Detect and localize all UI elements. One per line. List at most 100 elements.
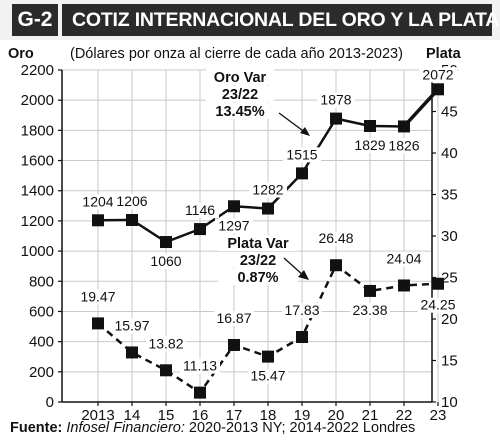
right-tick-label-0: 10 xyxy=(441,394,458,411)
silver-annotation-arrowhead xyxy=(298,270,309,280)
silver-label-bg-5 xyxy=(248,368,288,384)
gold-line xyxy=(97,117,405,244)
silver-annotation-bg-1 xyxy=(218,252,298,268)
silver-label-bg-3 xyxy=(180,358,220,374)
gold-marker-7 xyxy=(330,112,342,125)
right-tick-label-7: 45 xyxy=(441,104,458,121)
gold-annotation-arrowhead xyxy=(300,127,310,136)
gold-data-label-5: 1282 xyxy=(252,182,283,198)
left-tick-label-8: 1600 xyxy=(21,153,54,170)
x-tick-label-2: 15 xyxy=(158,407,175,424)
right-tick-label-1: 15 xyxy=(441,353,458,370)
gold-data-label-1: 1206 xyxy=(116,193,147,209)
right-tick-label-5: 35 xyxy=(441,187,458,204)
silver-marker-6 xyxy=(296,331,308,344)
gold-marker-1 xyxy=(126,214,138,227)
x-tick-label-7: 20 xyxy=(328,407,345,424)
axis-subtitle-row: Oro (Dólares por onza al cierre de cada … xyxy=(0,44,500,64)
left-tick-label-2: 400 xyxy=(29,334,54,351)
silver-annotation-line-1: 23/22 xyxy=(240,253,276,269)
gold-marker-0 xyxy=(92,214,104,227)
gold-marker-2 xyxy=(160,236,172,249)
gold-marker-9 xyxy=(398,120,410,133)
x-tick-label-1: 14 xyxy=(124,407,141,424)
gold-label-bg-7 xyxy=(317,92,355,108)
silver-marker-3 xyxy=(194,386,206,399)
gold-label-bg-1 xyxy=(113,194,151,210)
x-tick-label-4: 17 xyxy=(226,407,243,424)
silver-marker-10 xyxy=(432,277,444,290)
x-tick-label-8: 21 xyxy=(362,407,379,424)
gold-label-bg-8 xyxy=(351,137,389,153)
left-tick-label-5: 1000 xyxy=(21,243,54,260)
x-tick-label-5: 18 xyxy=(260,407,277,424)
gold-marker-8 xyxy=(364,119,376,132)
left-tick-label-6: 1200 xyxy=(21,213,54,230)
right-tick-label-4: 30 xyxy=(441,228,458,245)
source-text: 2020-2013 NY; 2014-2022 Londres xyxy=(184,420,416,436)
gold-data-label-3: 1146 xyxy=(185,202,215,218)
left-tick-label-11: 2200 xyxy=(21,62,54,79)
silver-label-bg-10 xyxy=(418,297,458,313)
silver-data-label-6: 17.83 xyxy=(284,302,319,318)
gold-data-label-6: 1515 xyxy=(286,146,317,162)
silver-annotation-line-2: 0.87% xyxy=(237,270,278,286)
silver-annotation-bg-2 xyxy=(218,269,298,285)
left-tick-label-10: 2000 xyxy=(21,92,54,109)
silver-label-bg-8 xyxy=(350,302,390,318)
silver-marker-1 xyxy=(126,346,138,359)
gold-data-label-0: 1204 xyxy=(82,193,113,209)
gold-data-label-4: 1297 xyxy=(218,217,249,233)
silver-marker-8 xyxy=(364,284,376,297)
silver-annotation-line-0: Plata Var xyxy=(227,236,289,252)
silver-data-label-5: 15.47 xyxy=(250,368,285,384)
gold-data-label-8: 1829 xyxy=(354,137,385,153)
gold-annotation-line-1: 23/22 xyxy=(222,87,258,103)
x-tick-label-9: 22 xyxy=(396,407,413,424)
silver-label-bg-9 xyxy=(384,251,424,267)
silver-marker-2 xyxy=(160,364,172,377)
right-axis-title: Plata xyxy=(426,46,461,62)
gold-annotation-bg-1 xyxy=(206,86,274,102)
gold-label-bg-5 xyxy=(249,182,287,198)
gold-line-last-segment xyxy=(402,88,440,128)
source-label: Fuente: xyxy=(10,420,63,436)
left-tick-label-9: 1800 xyxy=(21,122,54,139)
gold-marker-10 xyxy=(432,83,444,96)
gold-label-bg-3 xyxy=(181,203,219,219)
silver-annotation-pointer xyxy=(283,257,305,277)
silver-label-bg-2 xyxy=(146,336,186,352)
gold-annotation-bg-0 xyxy=(206,69,274,85)
silver-marker-5 xyxy=(262,350,274,363)
left-tick-label-3: 600 xyxy=(29,303,54,320)
silver-data-label-9: 24.04 xyxy=(386,250,421,266)
gold-label-bg-10 xyxy=(419,67,457,83)
x-tick-label-3: 16 xyxy=(192,407,209,424)
header-bar: G-2 COTIZ INTERNACIONAL DEL ORO Y LA PLA… xyxy=(0,0,500,40)
silver-marker-0 xyxy=(92,317,104,330)
x-tick-label-6: 19 xyxy=(294,407,311,424)
gold-data-label-10: 2072 xyxy=(422,66,453,82)
left-tick-label-0: 0 xyxy=(46,394,54,411)
source-publication: Infosel Financiero: xyxy=(66,420,185,436)
silver-label-bg-1 xyxy=(112,318,152,334)
silver-data-label-3: 11.13 xyxy=(183,358,217,374)
gold-annotation-bg-2 xyxy=(206,103,274,119)
gold-label-bg-4 xyxy=(215,218,253,234)
figure-id-badge: G-2 xyxy=(12,4,58,36)
gold-marker-6 xyxy=(296,167,308,180)
silver-data-label-10: 24.25 xyxy=(420,297,455,313)
gold-annotation-line-2: 13.45% xyxy=(215,104,264,120)
left-tick-label-7: 1400 xyxy=(21,183,54,200)
source-note: Fuente: Infosel Financiero: 2020-2013 NY… xyxy=(10,420,415,436)
left-tick-label-4: 800 xyxy=(29,273,54,290)
silver-marker-9 xyxy=(398,279,410,292)
x-tick-label-10: 23 xyxy=(430,407,447,424)
right-tick-label-6: 40 xyxy=(441,145,458,162)
gold-marker-3 xyxy=(194,223,206,236)
gold-data-label-7: 1878 xyxy=(320,92,351,108)
gold-marker-5 xyxy=(262,202,274,215)
silver-label-bg-7 xyxy=(316,231,356,247)
right-tick-label-3: 25 xyxy=(441,270,458,287)
